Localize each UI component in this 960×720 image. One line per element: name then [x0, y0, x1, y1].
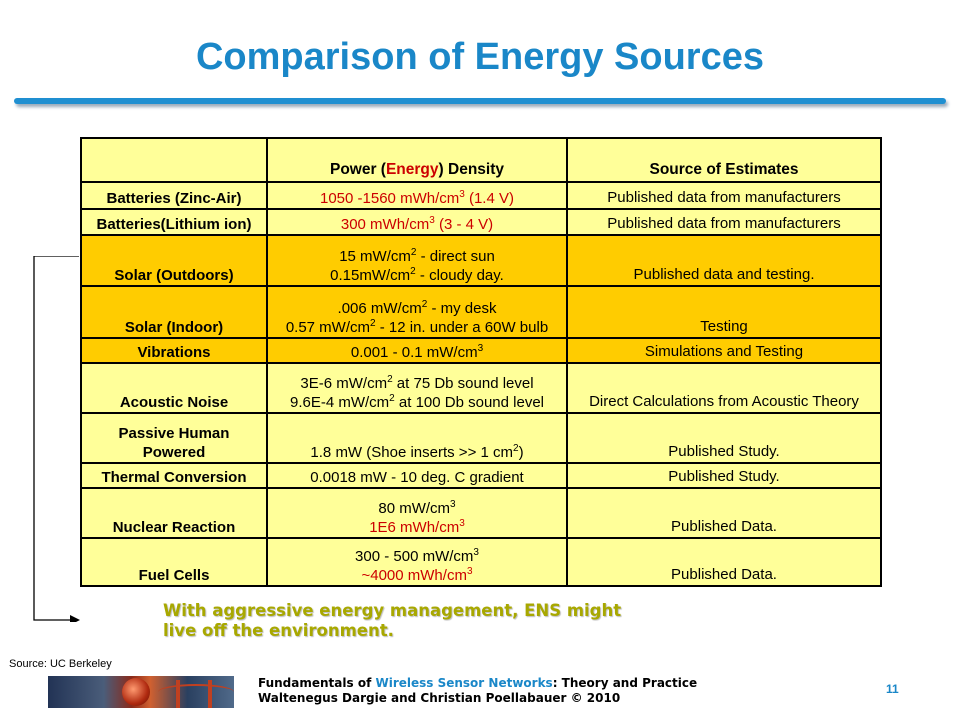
callout-text: With aggressive energy management, ENS m… — [163, 601, 683, 641]
header-density-suffix: ) Density — [438, 161, 504, 178]
density-value: 0.001 - 0.1 mW/cm3 — [350, 343, 484, 362]
estimate-source-cell: Published Study. — [566, 462, 882, 489]
callout-line-1: With aggressive energy management, ENS m… — [163, 601, 622, 620]
energy-source-cell: Solar (Indoor) — [80, 285, 268, 339]
density-value: 3E-6 mW/cm2 at 75 Db sound level — [300, 374, 534, 393]
header-estimates-cell: Source of Estimates — [566, 137, 882, 183]
energy-source-label: Batteries (Zinc-Air) — [106, 190, 242, 207]
footer-line-1: Fundamentals of Wireless Sensor Networks… — [258, 676, 697, 691]
density-cell: 300 mWh/cm3 (3 - 4 V) — [266, 208, 568, 236]
density-value: ~4000 mWh/cm3 — [361, 566, 473, 585]
density-cell: 1.8 mW (Shoe inserts >> 1 cm2) — [266, 412, 568, 464]
density-cell: 0.001 - 0.1 mW/cm3 — [266, 337, 568, 364]
table-row: Passive Human Powered 1.8 mW (Shoe inserts… — [80, 412, 882, 464]
footer-orb-graphic — [122, 678, 150, 706]
table-header-row: Power (Energy) Density Source of Estimate… — [80, 137, 882, 183]
footer-bridge-tower-graphic-2 — [208, 680, 212, 708]
estimate-source-cell: Published Data. — [566, 487, 882, 539]
energy-source-cell: Nuclear Reaction — [80, 487, 268, 539]
density-cell: 1050 -1560 mWh/cm3 (1.4 V) — [266, 181, 568, 210]
density-value: 9.6E-4 mW/cm2 at 100 Db sound level — [289, 393, 545, 412]
footer-bridge-tower-graphic — [176, 680, 180, 708]
density-value: 0.57 mW/cm2 - 12 in. under a 60W bulb — [285, 318, 549, 337]
density-value: 15 mW/cm2 - direct sun — [339, 247, 495, 266]
page-number: 11 — [886, 682, 899, 696]
density-cell: .006 mW/cm2 - my desk 0.57 mW/cm2 - 12 in… — [266, 285, 568, 339]
density-value: 0.15mW/cm2 - cloudy day. — [330, 266, 504, 285]
energy-source-label: Solar (Outdoors) — [114, 267, 234, 284]
footer-line-2: Waltenegus Dargie and Christian Poellaba… — [258, 691, 621, 705]
header-density-cell: Power (Energy) Density — [266, 137, 568, 183]
header-density-prefix: Power ( — [329, 161, 386, 178]
density-cell: 80 mW/cm3 1E6 mWh/cm3 — [266, 487, 568, 539]
footer-banner-image — [48, 676, 234, 708]
energy-source-label: Vibrations — [137, 344, 211, 361]
energy-source-cell: Vibrations — [80, 337, 268, 364]
density-value: 80 mW/cm3 — [378, 499, 456, 518]
table-row: Solar (Indoor) .006 mW/cm2 - my desk 0.57 … — [80, 285, 882, 339]
energy-sources-table: Power (Energy) Density Source of Estimate… — [80, 137, 882, 587]
footer-book-highlight: Wireless Sensor Networks — [375, 676, 553, 690]
title-underline — [14, 98, 946, 104]
estimate-source-cell: Simulations and Testing — [566, 337, 882, 364]
energy-source-label: Solar (Indoor) — [124, 319, 224, 336]
table-row: Thermal Conversion 0.0018 mW - 10 deg. C … — [80, 462, 882, 489]
table-row: Acoustic Noise 3E-6 mW/cm2 at 75 Db sound… — [80, 362, 882, 414]
energy-source-cell: Fuel Cells — [80, 537, 268, 587]
estimate-source-cell: Published data from manufacturers — [566, 208, 882, 236]
density-value: 1.8 mW (Shoe inserts >> 1 cm2) — [310, 443, 524, 462]
energy-source-label: Batteries(Lithium ion) — [96, 216, 252, 233]
density-value: 300 - 500 mW/cm3 — [355, 547, 479, 566]
table-row: Batteries(Lithium ion) 300 mWh/cm3 (3 - 4… — [80, 208, 882, 236]
footer-book-prefix: Fundamentals of — [258, 676, 376, 690]
energy-source-cell: Passive Human Powered — [80, 412, 268, 464]
callout-line-2: live off the environment. — [163, 621, 394, 640]
estimate-source-cell: Published Study. — [566, 412, 882, 464]
footer-bridge-cable-graphic — [158, 684, 234, 700]
header-source-cell — [80, 137, 268, 183]
density-value: 0.0018 mW - 10 deg. C gradient — [310, 469, 524, 486]
footer-book-suffix: : Theory and Practice — [552, 676, 698, 690]
estimate-source-cell: Published data from manufacturers — [566, 181, 882, 210]
energy-source-cell: Batteries (Zinc-Air) — [80, 181, 268, 210]
energy-source-cell: Batteries(Lithium ion) — [80, 208, 268, 236]
density-value: .006 mW/cm2 - my desk — [337, 299, 497, 318]
estimate-source-cell: Published data and testing. — [566, 234, 882, 287]
table-row: Fuel Cells 300 - 500 mW/cm3 ~4000 mWh/cm3 P… — [80, 537, 882, 587]
table-row: Vibrations 0.001 - 0.1 mW/cm3 Simulations … — [80, 337, 882, 364]
estimate-source-cell: Published Data. — [566, 537, 882, 587]
density-cell: 3E-6 mW/cm2 at 75 Db sound level 9.6E-4 m… — [266, 362, 568, 414]
energy-source-label: Thermal Conversion — [101, 469, 247, 486]
footer-citation: Fundamentals of Wireless Sensor Networks… — [258, 676, 697, 706]
table-row: Nuclear Reaction 80 mW/cm3 1E6 mWh/cm3 Publ… — [80, 487, 882, 539]
density-cell: 15 mW/cm2 - direct sun 0.15mW/cm2 - cloud… — [266, 234, 568, 287]
density-value: 1E6 mWh/cm3 — [369, 518, 465, 537]
energy-source-label: Powered — [142, 444, 206, 461]
density-value: 1050 -1560 mWh/cm3 (1.4 V) — [320, 189, 514, 208]
energy-source-label: Fuel Cells — [138, 567, 210, 584]
energy-source-label: Acoustic Noise — [119, 394, 229, 411]
estimate-source-cell: Direct Calculations from Acoustic Theory — [566, 362, 882, 414]
table-row: Batteries (Zinc-Air) 1050 -1560 mWh/cm3 (… — [80, 181, 882, 210]
estimate-source-cell: Testing — [566, 285, 882, 339]
slide-title: Comparison of Energy Sources — [195, 36, 764, 78]
energy-source-cell: Acoustic Noise — [80, 362, 268, 414]
density-value: 300 mWh/cm3 (3 - 4 V) — [340, 215, 494, 234]
energy-source-label: Passive Human — [118, 425, 230, 442]
density-cell: 0.0018 mW - 10 deg. C gradient — [266, 462, 568, 489]
callout-bracket-arrow — [33, 256, 80, 622]
header-density-highlight: Energy — [385, 161, 439, 178]
source-note: Source: UC Berkeley — [9, 658, 112, 670]
table-row: Solar (Outdoors) 15 mW/cm2 - direct sun 0.… — [80, 234, 882, 287]
energy-source-cell: Solar (Outdoors) — [80, 234, 268, 287]
energy-source-cell: Thermal Conversion — [80, 462, 268, 489]
density-cell: 300 - 500 mW/cm3 ~4000 mWh/cm3 — [266, 537, 568, 587]
energy-source-label: Nuclear Reaction — [112, 519, 236, 536]
